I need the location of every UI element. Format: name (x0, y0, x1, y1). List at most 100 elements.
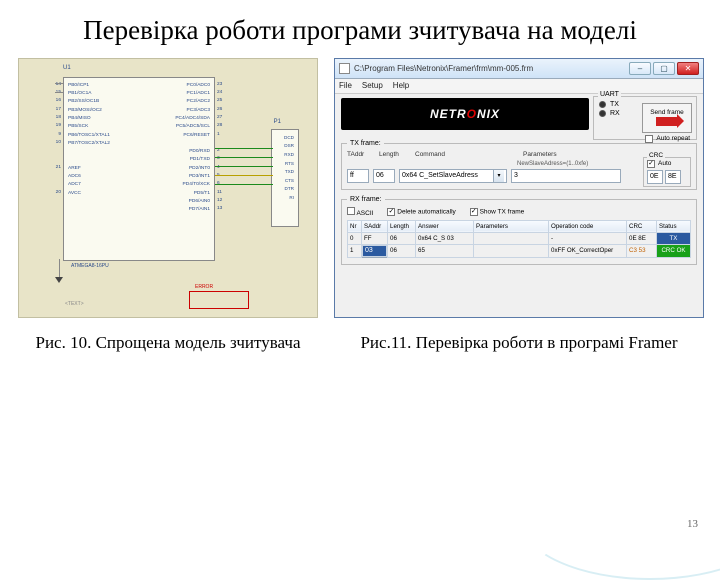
window-content: NETRONIX UART TX RX Send frame TX frame:… (335, 94, 703, 317)
error-label: ERROR (195, 284, 213, 290)
brand-banner: NETRONIX (341, 98, 589, 130)
table-row[interactable]: 1030665 0xFF OK_CorrectOperC3 53CRC OK (348, 244, 691, 257)
close-button[interactable]: ✕ (677, 62, 699, 75)
cell-ans: 0x64 C_S 03 (416, 232, 474, 244)
chip-body: PB0/ICP1 PB1/OC1A PB2/SS/OC1B PB3/MOSI/O… (63, 77, 215, 261)
pin-numbers-left: 14 15 16 17 18 19 9 10 21 20 (49, 81, 61, 197)
minimize-button[interactable]: – (629, 62, 651, 75)
cell-saddr: 03 (362, 245, 387, 257)
menu-file[interactable]: File (339, 81, 352, 90)
uart-group: UART TX RX Send frame (593, 96, 697, 140)
cell-saddr: FF (362, 232, 388, 244)
chip-ref: U1 (63, 65, 71, 71)
figure-left: U1 PB0/ICP1 PB1/OC1A PB2/SS/OC1B PB3/MOS… (18, 58, 318, 354)
col-len[interactable]: Length (388, 220, 416, 232)
wire (215, 157, 273, 158)
cell-op: - (549, 232, 627, 244)
col-saddr[interactable]: SAddr (362, 220, 388, 232)
cell-st: CRC OK (657, 244, 691, 257)
cell-crc: C3 53 (627, 244, 657, 257)
col-answer[interactable]: Answer (416, 220, 474, 232)
tx-frame-group: TX frame: Auto repeat TAddr Length Comma… (341, 140, 697, 190)
maximize-button[interactable]: ▢ (653, 62, 675, 75)
cell-len: 06 (388, 244, 416, 257)
length-input[interactable]: 06 (373, 169, 395, 183)
wire (215, 184, 273, 185)
crc-legend: CRC (647, 152, 665, 159)
net-arrow-icon (55, 277, 63, 283)
tx-h-addr: TAddr (347, 151, 371, 158)
cell-crc: 0E 8E (627, 232, 657, 244)
col-nr[interactable]: Nr (348, 220, 362, 232)
uart-rx-label: RX (610, 110, 620, 117)
chevron-down-icon: ▾ (493, 170, 504, 182)
caption-right: Рис.11. Перевірка роботи в програмі Fram… (334, 332, 704, 354)
cell-len: 06 (388, 232, 416, 244)
framer-window: C:\Program Files\Netronix\Framer\frm\mm-… (334, 58, 704, 318)
app-icon (339, 63, 350, 74)
menubar: File Setup Help (335, 79, 703, 94)
uart-legend: UART (598, 91, 621, 98)
titlebar: C:\Program Files\Netronix\Framer\frm\mm-… (335, 59, 703, 79)
col-opcode[interactable]: Operation code (549, 220, 627, 232)
connector-pins: DCD DSR RXD RTS TXD CTS DTR RI (284, 134, 294, 203)
ascii-check[interactable]: ASCII (347, 207, 373, 217)
cell-par (474, 244, 549, 257)
cell-st: TX (657, 232, 691, 244)
pin-stub (55, 83, 63, 84)
wire (215, 175, 273, 176)
window-controls: – ▢ ✕ (629, 62, 699, 75)
col-params[interactable]: Parameters (474, 220, 549, 232)
crc-group: CRC ✓Auto 0E 8E (643, 157, 691, 187)
command-select[interactable]: 0x64 C_SetSlaveAdress▾ (399, 169, 507, 183)
wire (215, 148, 273, 149)
cell-par (474, 232, 549, 244)
col-status[interactable]: Status (657, 220, 691, 232)
crc2-field: 8E (665, 170, 681, 184)
tx-h-cmd: Command (415, 151, 515, 158)
caption-left: Рис. 10. Спрощена модель зчитувача (18, 332, 318, 354)
cell-op: 0xFF OK_CorrectOper (549, 244, 627, 257)
tx-legend: TX frame: (347, 140, 384, 147)
table-row[interactable]: 0FF060x64 C_S 03 -0E 8ETX (348, 232, 691, 244)
rx-table: Nr SAddr Length Answer Parameters Operat… (347, 220, 691, 258)
rx-frame-group: RX frame: ASCII ✓ Delete automatically ✓… (341, 196, 697, 265)
tx-h-len: Length (379, 151, 407, 158)
auto-repeat-check[interactable]: Auto repeat (645, 135, 690, 143)
figures-row: U1 PB0/ICP1 PB1/OC1A PB2/SS/OC1B PB3/MOS… (0, 58, 720, 354)
crc1-field: 0E (647, 170, 663, 184)
uart-tx-label: TX (610, 101, 619, 108)
tx-led-icon (599, 101, 606, 108)
wire (215, 166, 273, 167)
arrow-right-icon (656, 117, 678, 126)
taddr-input[interactable]: ff (347, 169, 369, 183)
chip-pins-right: PC0/ADC0 PC1/ADC1 PC2/ADC2 PC3/ADC3 PC4/… (175, 82, 210, 215)
menu-help[interactable]: Help (393, 81, 409, 90)
chip-pins-left: PB0/ICP1 PB1/OC1A PB2/SS/OC1B PB3/MOSI/O… (68, 82, 110, 198)
connector-body: DCD DSR RXD RTS TXD CTS DTR RI (271, 129, 299, 227)
rx-led-icon (599, 110, 606, 117)
decorative-curve (520, 460, 720, 580)
pin-stub (55, 92, 63, 93)
figure-right: C:\Program Files\Netronix\Framer\frm\mm-… (334, 58, 704, 354)
cell-nr: 1 (348, 244, 362, 257)
rx-legend: RX frame: (347, 196, 385, 203)
slide-title: Перевірка роботи програми зчитувача на м… (0, 0, 720, 58)
crc-auto-check[interactable]: ✓Auto (647, 160, 687, 168)
delete-auto-check[interactable]: ✓ Delete automatically (387, 208, 455, 216)
error-box (189, 291, 249, 309)
rx-tbody: 0FF060x64 C_S 03 -0E 8ETX1030665 0xFF OK… (348, 232, 691, 257)
cell-nr: 0 (348, 232, 362, 244)
connector-ref: P1 (274, 119, 281, 125)
col-crc[interactable]: CRC (627, 220, 657, 232)
send-frame-button[interactable]: Send frame (642, 103, 692, 133)
proteus-schematic: U1 PB0/ICP1 PB1/OC1A PB2/SS/OC1B PB3/MOS… (18, 58, 318, 318)
menu-setup[interactable]: Setup (362, 81, 383, 90)
show-tx-check[interactable]: ✓ Show TX frame (470, 208, 525, 216)
cell-ans: 65 (416, 244, 474, 257)
comment-text: <TEXT> (65, 301, 84, 307)
net-stub (59, 259, 60, 277)
parameters-input[interactable]: 3 (511, 169, 621, 183)
window-title: C:\Program Files\Netronix\Framer\frm\mm-… (354, 64, 629, 73)
chip-part: ATMEGA8-16PU (71, 263, 109, 269)
